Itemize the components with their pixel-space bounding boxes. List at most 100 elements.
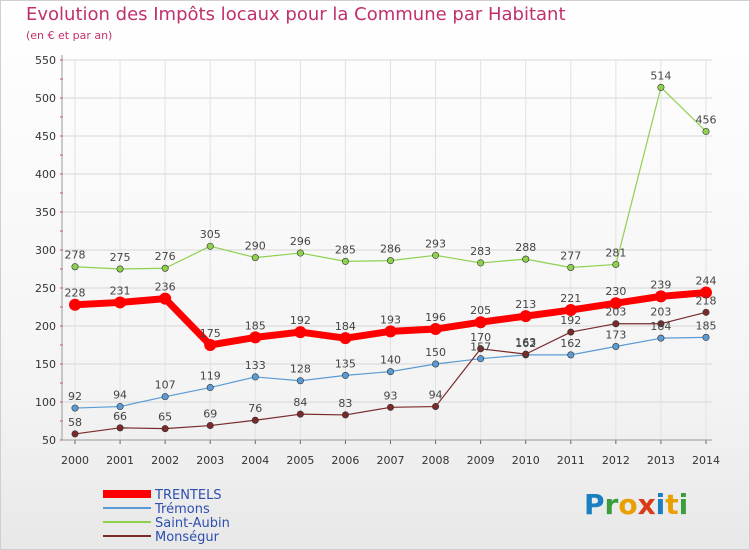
data-label: 184 [335,320,356,333]
data-point [567,263,575,271]
data-point [522,255,530,263]
y-tick-label: 200 [35,320,56,333]
data-label: 285 [335,243,356,256]
data-label: 83 [338,397,352,410]
data-point [251,416,259,424]
data-point [251,373,259,381]
data-label: 69 [203,408,217,421]
data-point [386,368,394,376]
data-label: 65 [158,411,172,424]
data-label: 107 [155,379,176,392]
data-label: 175 [200,327,221,340]
legend-label: Monségur [155,530,220,545]
data-label: 93 [384,389,398,402]
y-tick-label: 100 [35,396,56,409]
data-label: 305 [200,228,221,241]
data-label: 456 [696,113,717,126]
x-tick-label: 2004 [241,454,269,467]
data-point [384,325,397,338]
data-point [519,310,532,323]
data-label: 288 [515,241,536,254]
data-point [206,422,214,430]
data-point [296,249,304,257]
data-point [474,316,487,329]
data-label: 173 [605,329,626,342]
x-tick-label: 2000 [61,454,89,467]
data-point [700,286,712,299]
data-point [702,333,710,341]
data-point [522,350,530,358]
data-point [69,298,81,311]
x-tick-label: 2013 [647,454,675,467]
x-tick-label: 2007 [377,454,405,467]
data-label: 283 [470,245,491,258]
data-point [386,403,394,411]
data-point [116,265,124,273]
x-tick-label: 2011 [557,454,585,467]
data-label: 185 [696,319,717,332]
data-label: 185 [245,319,266,332]
data-label: 230 [605,285,626,298]
x-tick-label: 2002 [151,454,179,467]
data-point [251,254,259,262]
x-tick-label: 2014 [692,454,720,467]
data-label: 119 [200,370,221,383]
data-label: 170 [470,331,491,344]
y-tick-label: 450 [35,130,56,143]
data-label: 221 [560,292,581,305]
data-label: 231 [110,284,131,297]
x-tick-label: 2006 [331,454,359,467]
data-point [71,263,79,271]
data-label: 192 [560,314,581,327]
logo-letter: x [637,488,656,521]
data-point [612,260,620,268]
logo-letter: r [604,488,619,521]
axes: 50 100 150 200 250 300 350 400 450 500 550 2000 2001… [35,54,720,467]
data-label: 205 [470,304,491,317]
x-tick-label: 2012 [602,454,630,467]
logo-letter: i [678,488,689,521]
data-label: 296 [290,235,311,248]
data-label: 84 [293,396,307,409]
data-label: 157 [470,341,491,354]
x-tick-label: 2010 [512,454,540,467]
data-point [114,296,127,309]
data-point [249,331,262,344]
data-label: 514 [650,69,671,82]
data-label: 94 [113,389,127,402]
data-point [612,343,620,351]
data-label: 228 [65,287,86,300]
data-label: 192 [290,314,311,327]
data-label: 135 [335,357,356,370]
data-label: 276 [155,250,176,263]
y-tick-label: 300 [35,244,56,257]
data-point [204,339,217,351]
data-labels: 92 94 107 119 133 128 135 140 150 157 162 162 173 184… [65,69,717,429]
data-point [341,411,349,419]
proxiti-logo: Proxiti [584,488,688,521]
data-point [609,297,622,310]
data-label: 218 [696,294,717,307]
data-point [341,371,349,379]
data-label: 236 [155,281,176,294]
data-label: 162 [560,337,581,350]
data-label: 193 [380,313,401,326]
data-label: 244 [696,275,717,288]
data-label: 290 [245,240,266,253]
x-tick-label: 2009 [467,454,495,467]
data-label: 286 [380,243,401,256]
data-point [477,345,485,353]
data-point [159,292,172,305]
data-label: 76 [248,402,262,415]
data-label: 275 [110,251,131,264]
data-point [657,320,665,328]
data-point [116,424,124,432]
data-point [702,127,710,135]
y-tick-label: 400 [35,168,56,181]
data-point [477,355,485,363]
y-tick-label: 550 [35,54,56,67]
data-point [161,393,169,401]
x-tick-label: 2003 [196,454,224,467]
logo-letter: i [655,488,666,521]
